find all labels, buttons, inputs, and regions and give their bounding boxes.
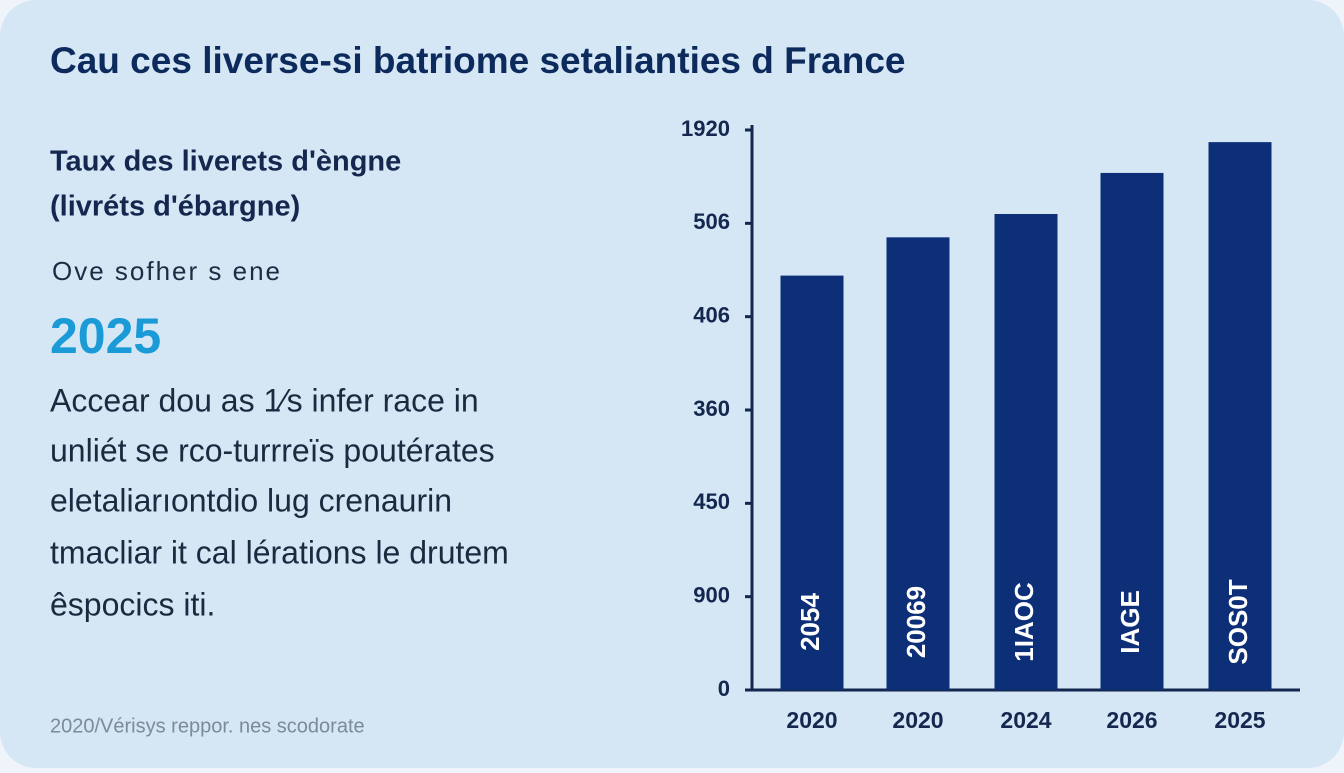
y-tick-label: 506 [693,209,730,234]
x-tick-label: 2024 [1000,707,1051,733]
paragraph-line: tmacliar it cal lérations le drutem [50,534,509,570]
bar-label: 20069 [901,586,931,658]
bar-label: SOS0T [1223,579,1253,664]
kicker: Ove sofher s ene [52,256,282,286]
y-tick-label: 450 [693,489,730,514]
year: 2025 [50,308,161,364]
paragraph-line: unliét se rco-turrreïs poutérates [50,432,495,468]
y-tick-label: 0 [718,676,730,701]
y-tick-label: 360 [693,396,730,421]
x-tick-label: 2020 [892,707,943,733]
paragraph-line: Accear dou as 1⁄s infer race in [50,382,479,418]
bar [994,214,1058,690]
x-tick-label: 2026 [1106,707,1157,733]
paragraph-line: eletaliarıontdio lug crenaurin [50,482,452,518]
subtitle: (livréts d'ébargne) [50,191,300,223]
footer: 2020/Vérisys reppor. nes scodorate [50,715,365,737]
x-tick-label: 2025 [1214,707,1265,733]
bar [1208,142,1272,691]
x-tick-label: 2020 [786,707,837,733]
y-tick-label: 1920 [681,116,730,141]
bar-label: 1IAOC [1009,582,1039,662]
bar-label: 2054 [795,593,825,651]
bar [1100,172,1164,690]
title: Cau ces liverse-si batriome setalianties… [50,40,906,81]
y-tick-label: 406 [693,302,730,327]
bar [780,275,844,690]
paragraph-line: êspocics iti. [50,586,215,622]
y-tick-label: 900 [693,582,730,607]
bar [886,237,950,691]
subtitle: Taux des liverets d'èngne [50,146,401,178]
bar-label: IAGE [1115,590,1145,654]
